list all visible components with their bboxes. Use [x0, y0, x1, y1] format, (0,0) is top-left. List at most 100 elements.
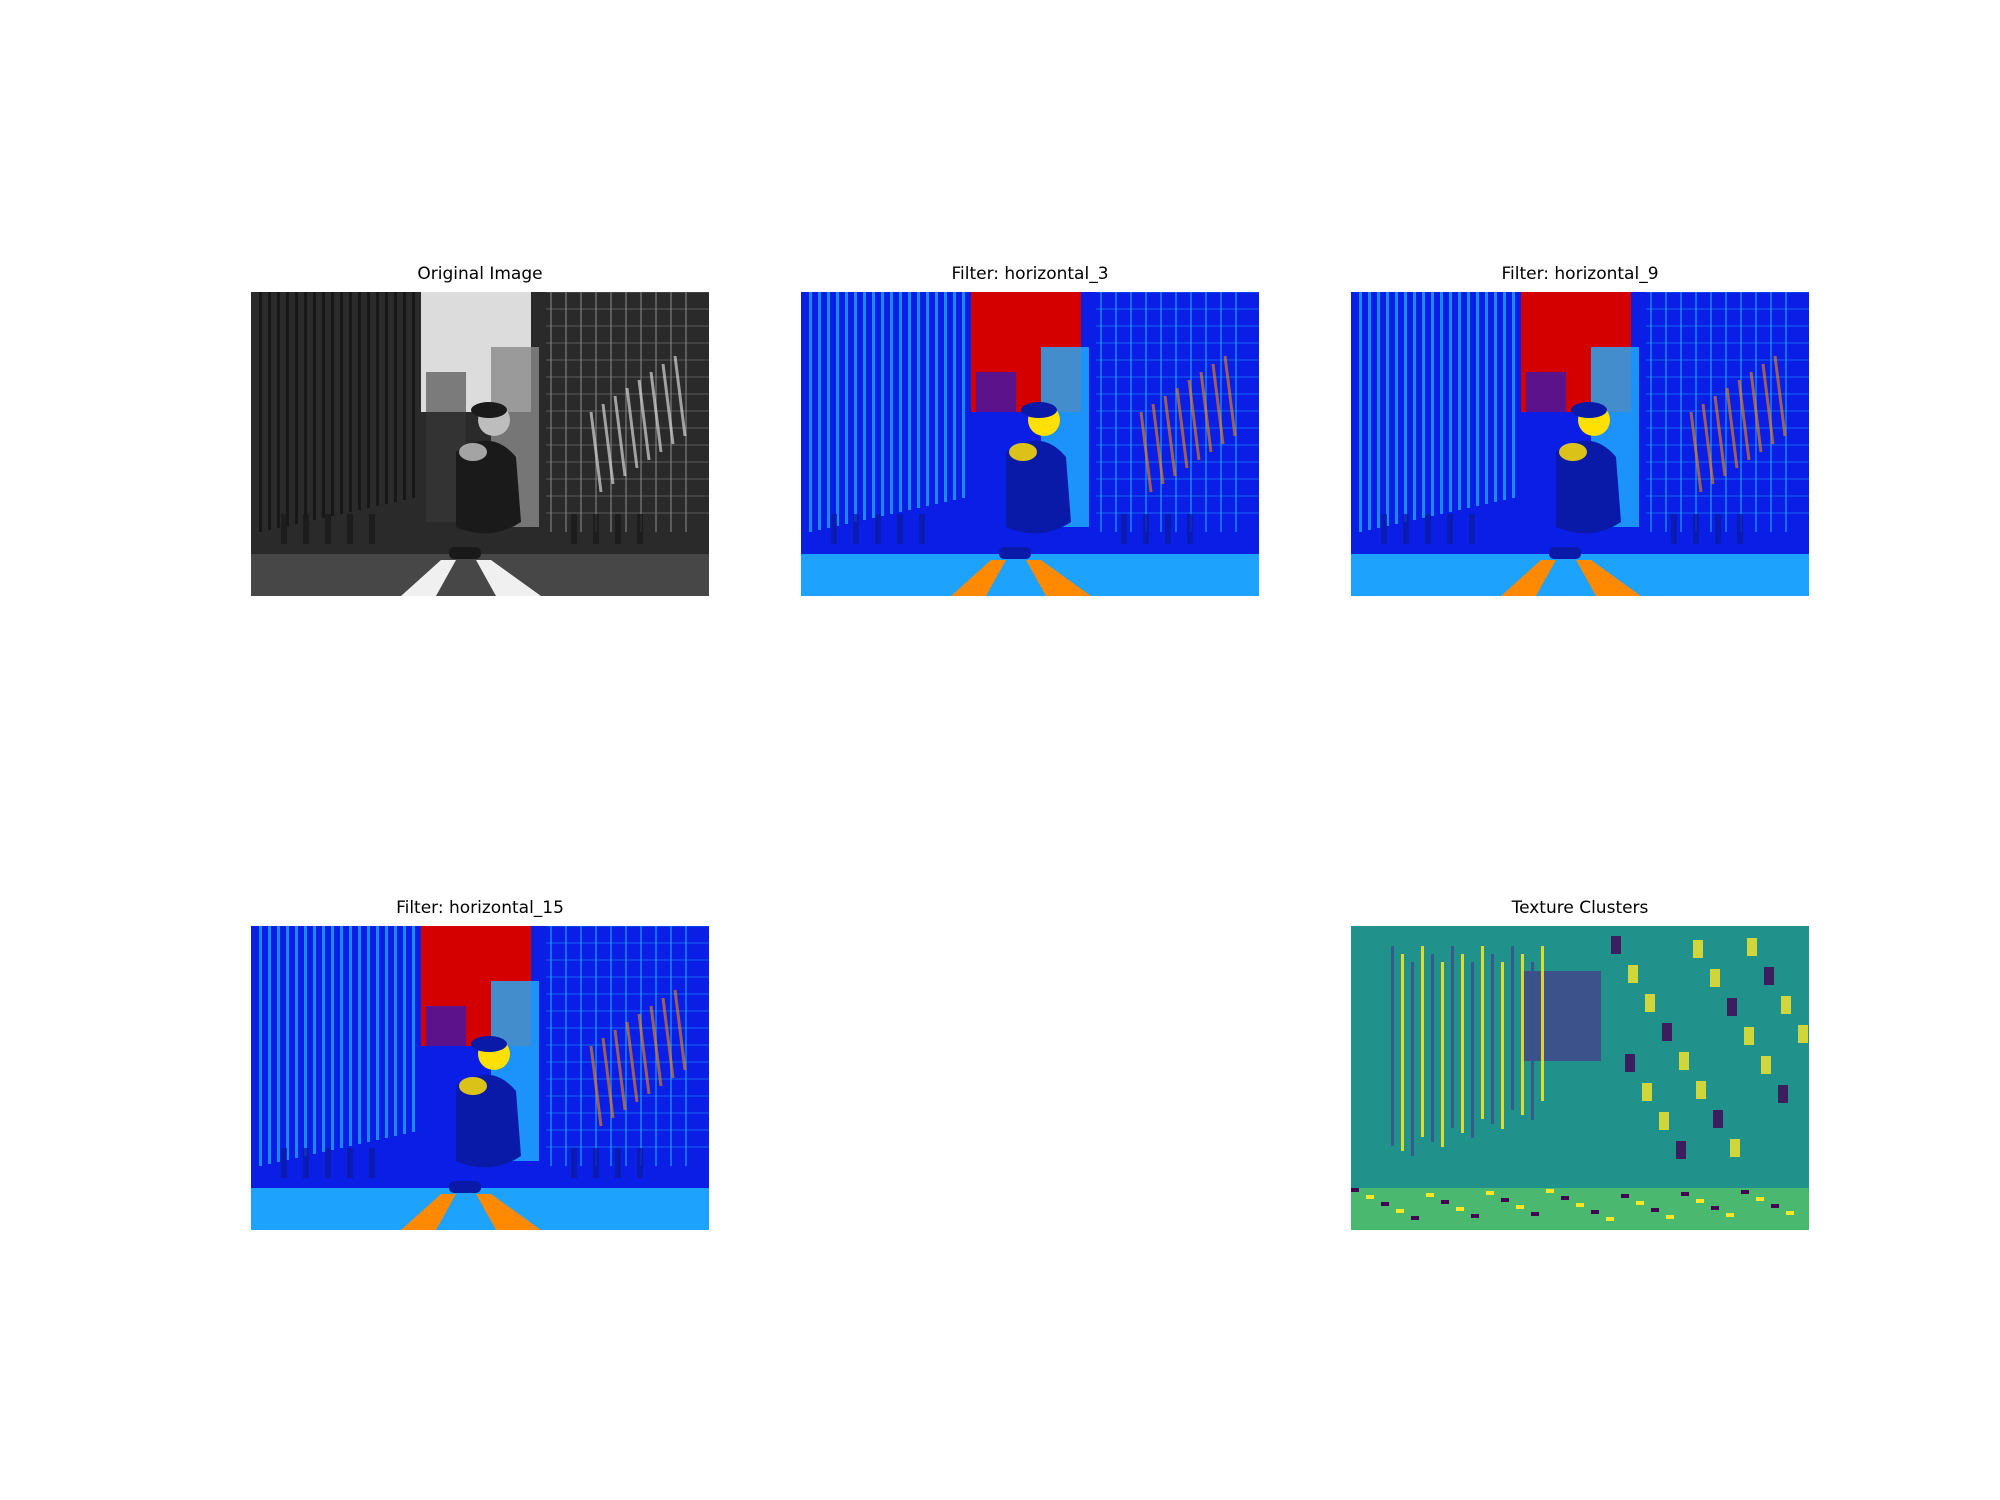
pedestrian: [1403, 514, 1409, 544]
sky-cluster: [1521, 971, 1601, 1061]
texture-speck: [1426, 1193, 1434, 1197]
pedestrian: [1469, 514, 1475, 544]
building-fin: [673, 355, 687, 437]
texture-patch: [1764, 967, 1774, 985]
texture-speck: [1396, 1209, 1404, 1213]
pedestrian: [831, 514, 837, 544]
building-fin: [1175, 387, 1189, 469]
building-stripe: [331, 292, 334, 516]
building-stripe: [340, 292, 343, 514]
filter-response-image: [1351, 292, 1809, 596]
building-fin: [601, 1037, 615, 1119]
texture-speck: [1606, 1217, 1614, 1221]
building-stripe: [349, 926, 352, 1146]
building-stripe: [1440, 292, 1443, 514]
building-stripe: [1422, 292, 1425, 518]
texture-patch: [1676, 1141, 1686, 1159]
pedestrian: [593, 1148, 599, 1178]
pedestrian: [1187, 514, 1193, 544]
panel-filter-horizontal-15: Filter: horizontal_15: [251, 898, 709, 1230]
texture-stripe: [1421, 946, 1424, 1137]
building-stripe: [1377, 292, 1380, 528]
panel-texture-clusters: Texture Clusters: [1351, 898, 1809, 1230]
building-stripe: [944, 292, 947, 502]
building-stripe: [917, 292, 920, 508]
texture-speck: [1381, 1202, 1389, 1206]
pedestrian: [571, 1148, 577, 1178]
texture-stripe: [1441, 962, 1444, 1147]
person-hand: [1559, 443, 1587, 461]
texture-patch: [1659, 1112, 1669, 1130]
texture-patch: [1730, 1139, 1740, 1157]
building-fin: [1187, 379, 1201, 461]
texture-speck: [1546, 1189, 1554, 1193]
texture-stripe: [1501, 962, 1504, 1129]
building-stripe: [349, 292, 352, 512]
building-fin: [1737, 379, 1751, 461]
building-fin: [1211, 363, 1225, 445]
road-line: [401, 560, 456, 596]
texture-stripe: [1431, 954, 1434, 1142]
building-stripe: [818, 292, 821, 530]
texture-stripe: [1511, 946, 1514, 1110]
texture-speck: [1711, 1206, 1719, 1210]
building-stripe: [286, 926, 289, 1160]
texture-stripe: [1401, 954, 1404, 1151]
building-stripe: [1404, 292, 1407, 522]
pedestrian: [303, 1148, 309, 1178]
building-stripe: [394, 926, 397, 1136]
road-line: [1576, 560, 1641, 596]
building-fin: [625, 1021, 639, 1103]
pedestrian: [1447, 514, 1453, 544]
building-fin: [661, 997, 675, 1079]
texture-speck: [1441, 1200, 1449, 1204]
building-stripe: [412, 926, 415, 1132]
road-line: [1026, 560, 1091, 596]
building-stripe: [277, 292, 280, 528]
panel-title: Filter: horizontal_9: [1501, 264, 1659, 284]
pedestrian: [637, 514, 643, 544]
building-fin: [637, 379, 651, 461]
texture-speck: [1681, 1192, 1689, 1196]
panel-original-image: Original Image: [251, 264, 709, 596]
texture-speck: [1786, 1211, 1794, 1215]
building-fin: [673, 989, 687, 1071]
pedestrian: [853, 514, 859, 544]
building-stripe: [403, 292, 406, 500]
texture-patch: [1611, 936, 1621, 954]
texture-speck: [1531, 1212, 1539, 1216]
pedestrian: [1143, 514, 1149, 544]
pedestrian: [347, 514, 353, 544]
building-stripe: [340, 926, 343, 1148]
texture-stripe: [1541, 946, 1544, 1101]
building-fin: [1761, 363, 1775, 445]
building-stripe: [1431, 292, 1434, 516]
building-fin: [1223, 355, 1237, 437]
building-fin: [637, 1013, 651, 1095]
building-fin: [1749, 371, 1763, 453]
texture-speck: [1726, 1213, 1734, 1217]
person-hand: [459, 443, 487, 461]
building-stripe: [1503, 292, 1506, 500]
pedestrian: [281, 1148, 287, 1178]
texture-speck: [1366, 1195, 1374, 1199]
pedestrian: [615, 1148, 621, 1178]
person-shoe: [999, 547, 1031, 559]
pedestrian: [325, 514, 331, 544]
person-hand: [1009, 443, 1037, 461]
pedestrian: [875, 514, 881, 544]
texture-patch: [1645, 994, 1655, 1012]
building-stripe: [304, 292, 307, 522]
texture-speck: [1411, 1216, 1419, 1220]
texture-stripe: [1471, 962, 1474, 1138]
texture-speck: [1621, 1194, 1629, 1198]
person-body: [456, 1074, 521, 1168]
building-fin: [601, 403, 615, 485]
pedestrian: [1737, 514, 1743, 544]
building-stripe: [403, 926, 406, 1134]
pedestrian: [593, 514, 599, 544]
building-stripe: [845, 292, 848, 524]
building-stripe: [376, 926, 379, 1140]
panel-title: Filter: horizontal_3: [951, 264, 1109, 284]
texture-speck: [1576, 1203, 1584, 1207]
